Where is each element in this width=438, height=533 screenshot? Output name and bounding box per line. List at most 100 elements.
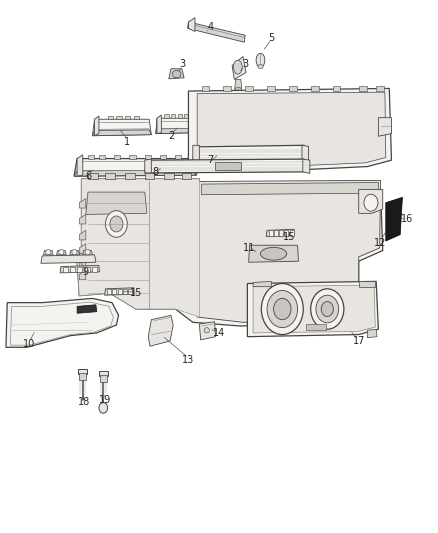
Polygon shape [253,285,375,333]
Polygon shape [79,257,86,266]
Polygon shape [95,116,99,136]
Ellipse shape [233,60,242,74]
Polygon shape [79,230,86,240]
Polygon shape [134,116,139,119]
Polygon shape [145,155,151,159]
Bar [290,230,293,236]
Bar [100,375,107,382]
Polygon shape [302,146,308,163]
Polygon shape [77,179,383,326]
Ellipse shape [172,70,181,78]
Ellipse shape [261,247,287,260]
Ellipse shape [311,289,344,329]
Polygon shape [164,115,169,118]
Bar [306,324,326,330]
Bar [269,230,273,236]
Ellipse shape [59,249,64,255]
Polygon shape [145,159,151,173]
Polygon shape [70,251,79,255]
Polygon shape [99,155,105,159]
Text: 10: 10 [23,338,35,349]
Bar [99,370,108,376]
Text: 18: 18 [78,397,90,407]
Polygon shape [145,159,305,173]
Polygon shape [303,159,310,173]
Ellipse shape [258,64,263,69]
Ellipse shape [274,298,291,320]
Text: 4: 4 [207,22,213,33]
Text: 11: 11 [244,243,256,253]
Polygon shape [188,88,392,169]
Polygon shape [108,116,113,119]
Polygon shape [289,86,297,91]
Polygon shape [105,288,134,295]
Polygon shape [332,86,340,91]
Ellipse shape [204,328,209,333]
Polygon shape [386,197,403,241]
Polygon shape [197,180,381,322]
Polygon shape [60,265,99,273]
Polygon shape [359,281,375,287]
Polygon shape [79,214,86,224]
Polygon shape [201,86,209,91]
Bar [92,266,97,272]
Polygon shape [160,155,166,159]
Polygon shape [175,155,181,159]
Polygon shape [235,79,242,89]
Polygon shape [117,116,122,119]
Polygon shape [155,118,201,134]
Text: 15: 15 [283,232,295,243]
Ellipse shape [316,295,339,323]
Polygon shape [74,170,196,176]
Polygon shape [253,281,272,287]
Bar [107,289,111,294]
Bar [279,230,283,236]
Ellipse shape [85,249,90,255]
Polygon shape [177,115,182,118]
Polygon shape [201,182,378,195]
Polygon shape [74,159,196,176]
Polygon shape [92,119,151,136]
Polygon shape [199,322,215,340]
Bar [77,266,82,272]
Polygon shape [145,173,154,179]
Polygon shape [378,118,392,136]
Polygon shape [247,281,378,337]
Text: 13: 13 [182,354,194,365]
Text: 3: 3 [179,60,185,69]
Text: 19: 19 [99,395,112,406]
Polygon shape [79,270,86,280]
Polygon shape [79,198,86,208]
Polygon shape [164,173,174,179]
Polygon shape [191,159,199,175]
Bar [78,368,87,374]
Bar [285,230,288,236]
Bar [85,266,90,272]
Polygon shape [193,146,306,161]
Polygon shape [187,22,245,42]
Polygon shape [88,173,98,179]
Ellipse shape [364,194,378,211]
Polygon shape [79,244,86,253]
Polygon shape [232,56,246,79]
Polygon shape [125,116,131,119]
Polygon shape [182,173,191,179]
Bar [79,373,86,380]
Ellipse shape [99,402,108,413]
Text: 14: 14 [213,328,225,338]
Ellipse shape [256,53,265,67]
Text: 12: 12 [374,238,387,247]
Bar [215,162,241,170]
Polygon shape [77,179,199,317]
Text: 17: 17 [353,336,365,346]
Polygon shape [188,18,195,31]
Polygon shape [77,305,97,313]
Polygon shape [249,245,298,262]
Ellipse shape [72,249,77,255]
Ellipse shape [235,87,242,93]
Polygon shape [148,316,173,346]
Polygon shape [376,86,384,91]
Ellipse shape [46,249,51,255]
Text: 5: 5 [268,33,275,43]
Ellipse shape [267,290,297,328]
